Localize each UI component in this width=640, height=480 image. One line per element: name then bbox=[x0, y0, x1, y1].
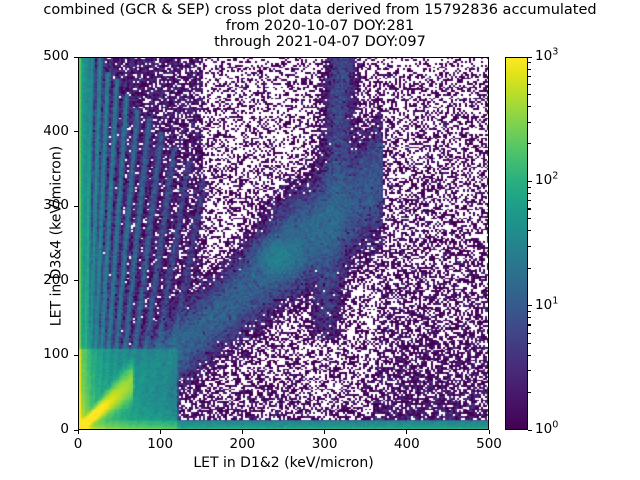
y-tick-label: 400 bbox=[43, 122, 69, 139]
colorbar-minor-tick bbox=[528, 245, 531, 247]
colorbar-tick-mark bbox=[528, 180, 533, 182]
colorbar-minor-tick bbox=[528, 392, 531, 394]
y-axis-label: LET in D3&4 (keV/micron) bbox=[48, 145, 65, 327]
title-line-3: through 2021-04-07 DOY:097 bbox=[214, 34, 426, 51]
colorbar-tick-mark bbox=[528, 429, 533, 431]
x-tick-label: 500 bbox=[476, 436, 502, 452]
figure-title: combined (GCR & SEP) cross plot data der… bbox=[0, 2, 640, 51]
x-axis-label: LET in D1&2 (keV/micron) bbox=[193, 455, 374, 471]
y-tick-label: 100 bbox=[43, 346, 69, 363]
y-tick-mark bbox=[74, 131, 78, 133]
plot-axes bbox=[78, 57, 489, 430]
colorbar-minor-tick bbox=[528, 75, 531, 77]
x-tick-mark bbox=[488, 430, 490, 434]
x-tick-mark bbox=[241, 430, 243, 434]
y-tick-label: 0 bbox=[60, 421, 69, 437]
colorbar-minor-tick bbox=[528, 62, 531, 64]
colorbar-minor-tick bbox=[528, 370, 531, 372]
y-tick-label: 200 bbox=[43, 271, 69, 288]
x-tick-mark bbox=[77, 430, 79, 434]
x-tick-mark bbox=[159, 430, 161, 434]
colorbar-minor-tick bbox=[528, 143, 531, 145]
colorbar-minor-tick bbox=[528, 186, 531, 188]
colorbar-minor-tick bbox=[528, 68, 531, 70]
y-tick-mark bbox=[74, 280, 78, 282]
x-tick-mark bbox=[324, 430, 326, 434]
colorbar-tick-mark bbox=[528, 56, 533, 58]
x-tick-label: 0 bbox=[73, 436, 83, 452]
title-line-1: combined (GCR & SEP) cross plot data der… bbox=[43, 2, 597, 18]
scatter-heatmap-canvas bbox=[79, 58, 488, 429]
colorbar-minor-tick bbox=[528, 317, 531, 319]
colorbar-minor-tick bbox=[528, 192, 531, 194]
colorbar-tick-label: 103 bbox=[535, 46, 559, 64]
colorbar-tick-label: 101 bbox=[535, 295, 559, 313]
y-tick-mark bbox=[74, 205, 78, 207]
y-tick-label: 300 bbox=[43, 197, 69, 214]
colorbar bbox=[505, 57, 528, 430]
x-tick-mark bbox=[406, 430, 408, 434]
colorbar-minor-tick bbox=[528, 342, 531, 344]
colorbar-minor-tick bbox=[528, 93, 531, 96]
colorbar-tick-label: 102 bbox=[535, 170, 559, 189]
colorbar-minor-tick bbox=[528, 324, 531, 326]
y-tick-label: 500 bbox=[43, 48, 69, 64]
colorbar-minor-tick bbox=[528, 310, 531, 312]
colorbar-minor-tick bbox=[528, 208, 531, 210]
colorbar-minor-tick bbox=[528, 200, 531, 202]
colorbar-tick-label: 100 bbox=[535, 419, 559, 437]
y-tick-mark bbox=[74, 56, 78, 58]
colorbar-tick-mark bbox=[528, 305, 533, 307]
y-tick-mark bbox=[74, 354, 78, 356]
colorbar-minor-tick bbox=[528, 354, 531, 356]
colorbar-minor-tick bbox=[528, 105, 531, 108]
colorbar-minor-tick bbox=[528, 218, 531, 220]
colorbar-minor-tick bbox=[528, 84, 531, 86]
colorbar-minor-tick bbox=[528, 332, 531, 334]
x-tick-label: 200 bbox=[229, 436, 256, 452]
colorbar-minor-tick bbox=[528, 230, 531, 232]
colorbar-minor-tick bbox=[528, 121, 531, 123]
x-tick-label: 300 bbox=[311, 436, 338, 452]
x-tick-label: 400 bbox=[393, 436, 420, 452]
title-line-2: from 2020-10-07 DOY:281 bbox=[225, 18, 415, 35]
x-tick-label: 100 bbox=[147, 436, 174, 452]
colorbar-gradient bbox=[506, 58, 527, 429]
y-tick-mark bbox=[74, 429, 78, 431]
colorbar-minor-tick bbox=[528, 267, 531, 269]
